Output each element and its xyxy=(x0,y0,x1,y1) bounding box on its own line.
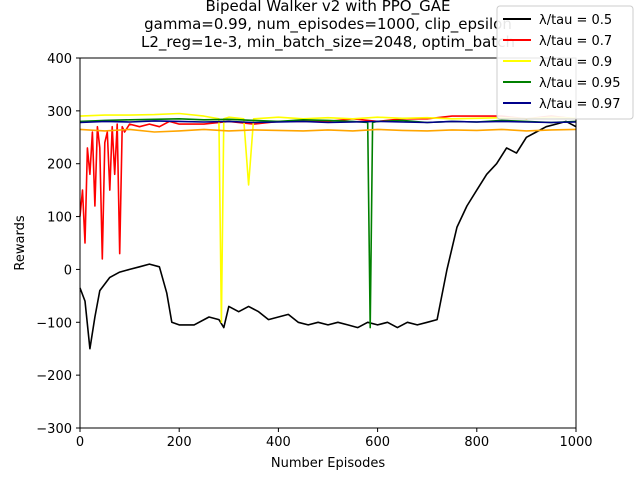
chart-title-line: Bipedal Walker v2 with PPO_GAE xyxy=(206,0,451,16)
plot-frame xyxy=(79,57,577,429)
y-tick-label: 0 xyxy=(64,263,72,278)
plot-lines xyxy=(79,112,577,350)
y-tick-label: 200 xyxy=(47,158,72,173)
legend-box xyxy=(496,5,634,120)
chart-title-line: gamma=0.99, num_episodes=1000, clip_epsi… xyxy=(144,15,512,34)
x-tick-label: 0 xyxy=(76,435,84,450)
legend-entry-label: λ/tau = 0.97 xyxy=(539,97,620,112)
series-line xyxy=(79,120,577,350)
y-tick-label: −100 xyxy=(36,316,72,331)
x-axis: 0 200 400 600 800 1000 xyxy=(76,428,593,450)
y-tick-label: −300 xyxy=(36,422,72,437)
y-axis-label: Rewards xyxy=(13,215,28,270)
legend-entry-label: λ/tau = 0.5 xyxy=(539,13,612,28)
y-axis: −300 −200 −100 0 100 200 300 400 xyxy=(36,52,80,437)
y-tick-label: −200 xyxy=(36,369,72,384)
y-tick-label: 100 xyxy=(47,211,72,226)
x-tick-label: 200 xyxy=(167,435,192,450)
legend-entry-label: λ/tau = 0.7 xyxy=(539,34,612,49)
series-line xyxy=(79,112,577,324)
chart-title-line: L2_reg=1e-3, min_batch_size=2048, optim_… xyxy=(141,33,515,52)
x-tick-label: 600 xyxy=(365,435,390,450)
y-tick-label: 300 xyxy=(47,105,72,120)
chart-title: Bipedal Walker v2 with PPO_GAEgamma=0.99… xyxy=(141,0,515,52)
x-axis-label: Number Episodes xyxy=(271,456,385,471)
series-line xyxy=(79,128,577,133)
y-tick-label: 400 xyxy=(47,52,72,67)
legend: λ/tau = 0.5 λ/tau = 0.7 λ/tau = 0.9 λ/tau =… xyxy=(496,5,634,120)
legend-entry-label: λ/tau = 0.95 xyxy=(539,76,620,91)
x-tick-label: 800 xyxy=(464,435,489,450)
x-tick-label: 400 xyxy=(266,435,291,450)
legend-entry-label: λ/tau = 0.9 xyxy=(539,55,612,70)
series-line xyxy=(79,120,577,124)
x-tick-label: 1000 xyxy=(559,435,592,450)
